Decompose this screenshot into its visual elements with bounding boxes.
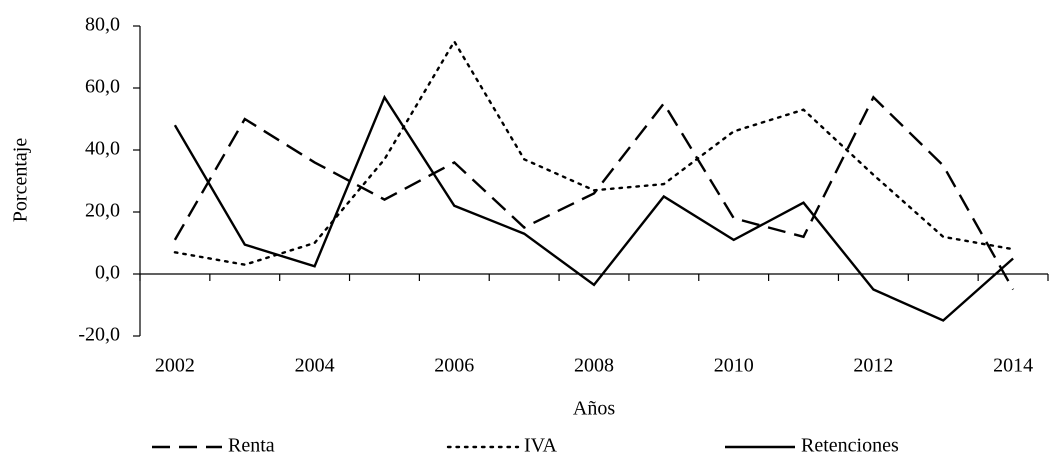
series-line	[173, 95, 1015, 291]
x-tick-label: 2008	[574, 355, 614, 377]
y-axis-label: Porcentaje	[10, 138, 32, 223]
y-tick-label: 60,0	[85, 76, 120, 98]
legend-label: Retenciones	[801, 435, 899, 457]
y-tick-label: 80,0	[85, 14, 120, 36]
x-tick-label: 2002	[155, 355, 195, 377]
series-line	[173, 39, 1015, 266]
x-axis-label: Años	[573, 398, 615, 420]
y-tick-label: -20,0	[78, 324, 120, 346]
legend-label: IVA	[524, 435, 558, 457]
y-tick-label: 20,0	[85, 200, 120, 222]
y-tick-label: 40,0	[85, 138, 120, 160]
legend-label: Renta	[228, 435, 275, 457]
x-tick-label: 2004	[295, 355, 335, 377]
x-tick-label: 2014	[993, 355, 1033, 377]
x-tick-label: 2012	[853, 355, 893, 377]
series-line	[173, 94, 1014, 322]
y-tick-label: 0,0	[95, 262, 120, 284]
x-tick-label: 2006	[434, 355, 474, 377]
x-tick-label: 2010	[714, 355, 754, 377]
